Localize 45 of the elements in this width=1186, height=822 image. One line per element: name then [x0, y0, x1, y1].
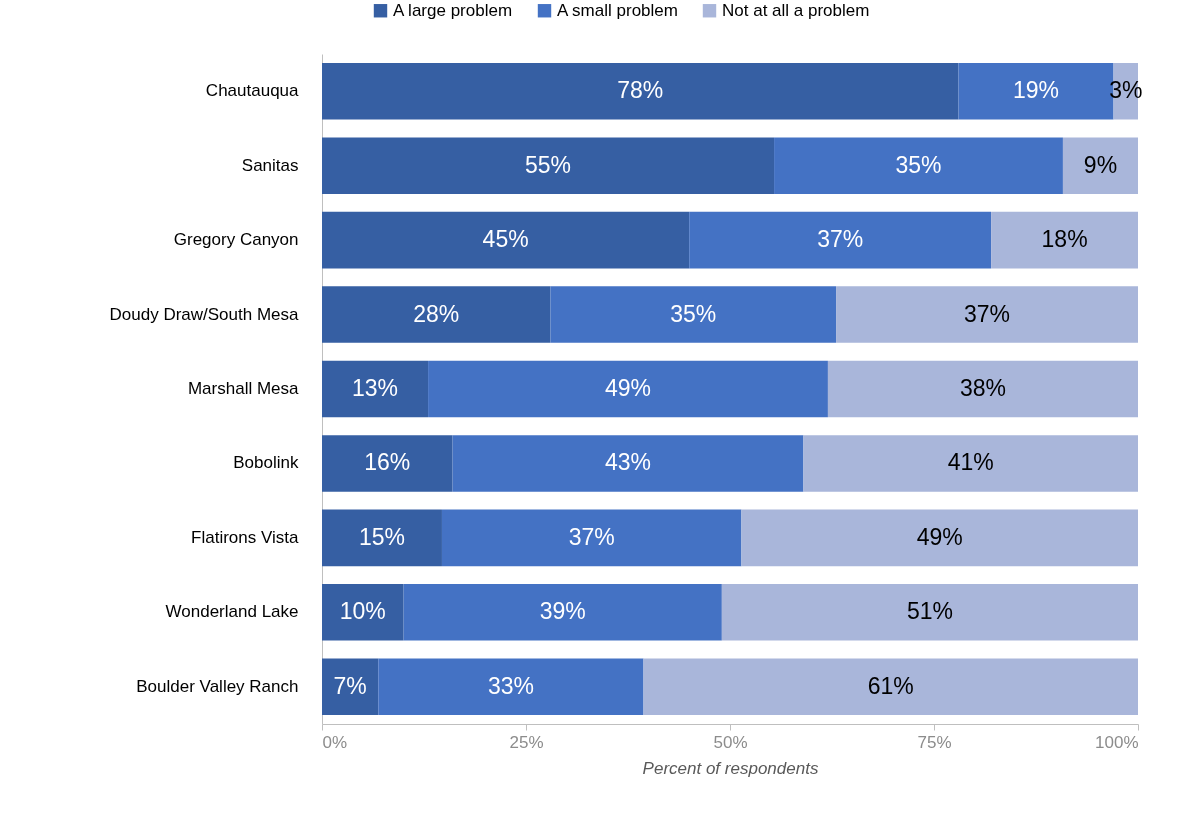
y-tick-label: Bobolink [233, 453, 299, 473]
y-tick-label: Gregory Canyon [173, 230, 299, 250]
data-label: 45% [482, 226, 529, 253]
y-tick-label: Flatirons Vista [191, 527, 300, 547]
data-label: 16% [364, 449, 411, 476]
data-label: 49% [916, 523, 963, 550]
x-tick-label: 25% [509, 732, 544, 752]
legend-label: A large problem [393, 0, 513, 20]
data-label: 10% [339, 598, 386, 625]
data-label: 61% [867, 672, 914, 699]
data-label: 41% [947, 449, 994, 476]
legend-label: A small problem [557, 0, 678, 20]
data-label: 38% [959, 375, 1006, 401]
data-label: 7% [333, 672, 367, 699]
y-tick-label: Doudy Draw/South Mesa [109, 304, 300, 324]
y-tick-label: Marshall Mesa [187, 379, 300, 398]
data-label: 35% [670, 300, 717, 327]
x-tick-label: 100% [1095, 732, 1139, 752]
data-label: 37% [817, 226, 864, 253]
data-label: 28% [413, 300, 460, 327]
data-label: 9% [1083, 151, 1118, 178]
y-tick-label: Boulder Valley Ranch [136, 676, 299, 696]
y-tick-label: Chautauqua [205, 81, 300, 101]
data-label: 15% [358, 523, 405, 550]
data-label: 51% [906, 598, 953, 625]
data-label: 55% [525, 151, 572, 178]
data-label: 13% [352, 375, 399, 401]
y-tick-label: Sanitas [241, 155, 299, 175]
data-label: 19% [1012, 77, 1060, 104]
x-tick-label: 0% [322, 732, 348, 752]
data-label: 35% [895, 151, 942, 178]
legend-label: Not at all a problem [722, 0, 870, 20]
data-label: 43% [604, 449, 652, 476]
data-label: 37% [964, 300, 1011, 327]
data-label: 18% [1041, 226, 1088, 253]
data-label: 37% [568, 523, 615, 550]
data-label: 3% [1109, 77, 1143, 104]
data-label: 33% [487, 672, 534, 699]
x-axis-title: Percent of respondents [642, 758, 819, 778]
y-tick-label: Wonderland Lake [165, 602, 299, 622]
x-tick-label: 50% [713, 732, 748, 752]
data-label: 78% [617, 77, 664, 104]
x-tick-label: 75% [917, 732, 952, 752]
data-label: 39% [539, 598, 586, 625]
data-label: 49% [604, 375, 652, 401]
